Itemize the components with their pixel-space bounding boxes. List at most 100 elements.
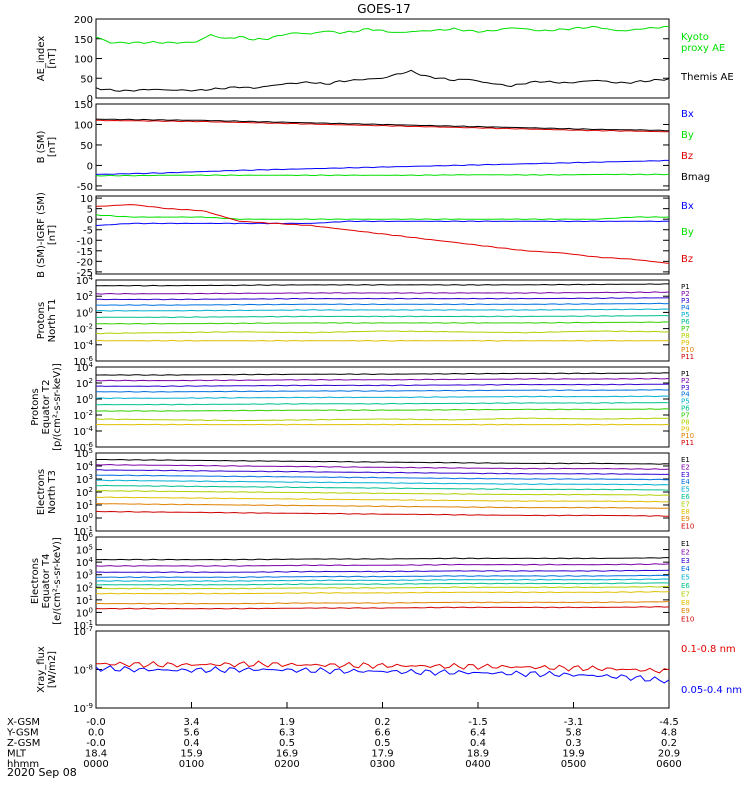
- legend-label: P10: [681, 432, 694, 440]
- y-tick-label: 101: [76, 594, 93, 607]
- y-axis-label: ElectronsNorth T3: [36, 469, 58, 515]
- series-line-E9: [96, 503, 670, 509]
- legend-label: E9: [681, 515, 690, 523]
- x-row-label: hhmm: [7, 759, 39, 770]
- legend-label: E7: [681, 500, 690, 508]
- y-axis-label: B (SM)[nT]: [36, 130, 58, 163]
- y-tick-label: -10: [77, 236, 93, 247]
- y-axis-label: ProtonsEquator T2[p/(cm²-s-sr-keV)]: [30, 363, 63, 451]
- series-line-Bz: [95, 119, 670, 133]
- series-line-E6: [96, 582, 670, 586]
- y-tick-label: 50: [80, 74, 93, 85]
- panel-xray: 10-9 10-8 10-7 Xray_flux[W/m2] 0.1-0.8 nm 0.0…: [36, 625, 742, 715]
- x-tick-label: 0.5: [375, 738, 391, 749]
- y-tick-label: 100: [76, 512, 93, 525]
- legend-label: E5: [681, 574, 690, 582]
- y-tick-label: 105: [76, 447, 93, 460]
- series-line-0.05-0.4-nm: [95, 665, 670, 684]
- x-tick-label: 18.9: [467, 749, 489, 760]
- legend-label: P1: [681, 370, 690, 378]
- series-line-E6: [95, 484, 670, 491]
- y-tick-label: 0: [87, 94, 93, 105]
- y-axis-label: ProtonsNorth T1: [36, 299, 58, 343]
- series-line-Bx: [95, 220, 670, 226]
- y-tick-label: 150: [74, 35, 93, 46]
- y-tick-label: 106: [76, 531, 94, 544]
- x-tick-label: 0.4: [470, 738, 486, 749]
- legend-label: P10: [681, 346, 694, 354]
- legend-label: Bz: [681, 254, 693, 265]
- y-tick-label: 104: [76, 460, 94, 473]
- legend-label: P11: [681, 439, 694, 447]
- legend-label: E3: [681, 471, 690, 479]
- x-row-label: Y-GSM: [6, 728, 39, 739]
- series-line-P8: [95, 417, 670, 422]
- panel-frame: [95, 366, 670, 448]
- y-tick-label: 10-2: [73, 323, 93, 336]
- series-line-E5: [95, 578, 670, 582]
- x-tick-label: 0000: [83, 759, 108, 770]
- series-line-Bmag: [95, 118, 670, 132]
- series-line-E8: [95, 590, 670, 595]
- x-tick-label: 0.0: [88, 728, 104, 739]
- y-tick-label: 10-9: [73, 702, 93, 715]
- series-line-E3: [96, 469, 669, 475]
- legend-label: Bx: [681, 109, 694, 120]
- y-tick-label: 10-7: [73, 625, 93, 638]
- y-tick-label: 0: [87, 215, 93, 226]
- y-tick-label: 10-4: [73, 339, 93, 352]
- y-tick-label: 104: [76, 274, 94, 287]
- series-line-E10: [95, 510, 669, 517]
- legend-label: E10: [681, 523, 694, 531]
- legend-label: 0.1-0.8 nm: [681, 644, 736, 655]
- y-axis-label: B (SM)-IGRF (SM)[nT]: [36, 192, 58, 278]
- y-tick-label: -25: [77, 268, 93, 279]
- legend-label: P4: [681, 391, 690, 399]
- series-line-P3: [96, 297, 670, 301]
- series-line-P4: [96, 389, 670, 393]
- panel-frame: [95, 452, 670, 532]
- x-tick-label: 20.9: [658, 749, 680, 760]
- series-line-P5: [95, 395, 670, 400]
- y-tick-label: 150: [74, 100, 93, 111]
- x-tick-label: 6.4: [470, 728, 486, 739]
- legend-label: Bz: [681, 151, 693, 162]
- legend-label: P11: [681, 353, 694, 361]
- legend-label: E1: [681, 456, 690, 464]
- x-tick-label: 5.8: [566, 728, 582, 739]
- series-line-E7: [95, 490, 670, 496]
- x-tick-label: 0100: [179, 759, 204, 770]
- series-line-E3: [95, 569, 670, 574]
- x-tick-label: 0400: [465, 759, 490, 770]
- series-line-E2: [95, 563, 670, 567]
- y-tick-label: 10-4: [73, 425, 93, 438]
- y-tick-label: 101: [76, 499, 93, 512]
- legend-label: E3: [681, 557, 690, 565]
- panel-frame: [95, 630, 670, 709]
- series-line-E1: [96, 557, 669, 561]
- legend-label: P6: [681, 405, 690, 413]
- series-line-P4: [96, 302, 670, 306]
- series-line-E10: [95, 606, 670, 610]
- legend-label: E9: [681, 607, 690, 615]
- series-line-Bz: [95, 204, 670, 264]
- legend-label: P7: [681, 325, 690, 333]
- x-tick-label: 0.4: [184, 738, 200, 749]
- y-tick-label: 100: [76, 306, 93, 319]
- y-tick-label: -15: [77, 247, 93, 258]
- panel-bsm: -50 0 50 100 150 B (SM)[nT] Bx By Bz Bmag: [36, 100, 710, 193]
- x-tick-label: 0.5: [279, 738, 295, 749]
- y-tick-label: 100: [76, 393, 93, 406]
- panel-frame: [95, 103, 670, 191]
- x-tick-label: 16.9: [276, 749, 298, 760]
- legend-label: P7: [681, 411, 690, 419]
- legend-label: P8: [681, 332, 690, 340]
- series-line-Bx: [95, 159, 669, 175]
- legend-label: P4: [681, 304, 690, 312]
- legend-label: P3: [681, 384, 690, 392]
- y-axis-label: ElectronsEquator T4[e/(cm²-s-sr-keV)]: [30, 537, 63, 625]
